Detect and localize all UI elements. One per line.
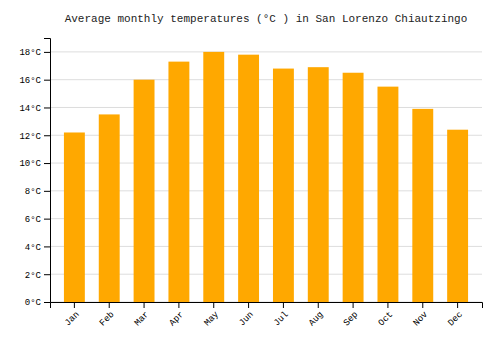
x-tick-mark xyxy=(74,302,75,308)
bar xyxy=(238,55,259,302)
y-tick-mark xyxy=(44,191,50,192)
bar xyxy=(447,130,468,302)
x-tick-mark xyxy=(109,302,110,308)
x-tick-label: Feb xyxy=(98,310,117,329)
x-tick: Nov xyxy=(411,302,430,328)
y-tick-mark xyxy=(44,80,50,81)
bar xyxy=(377,87,398,302)
y-tick-label: 0°C xyxy=(25,298,42,308)
x-tick: Mar xyxy=(133,302,152,328)
x-tick: Aug xyxy=(307,302,326,328)
x-tick-mark xyxy=(457,302,458,308)
y-tick-label: 18°C xyxy=(19,48,41,58)
y-tick-mark xyxy=(44,274,50,275)
x-tick-label: Nov xyxy=(411,309,430,328)
bar xyxy=(343,73,364,302)
y-tick-label: 12°C xyxy=(19,132,41,142)
grid-line xyxy=(50,107,482,108)
x-tick-mark xyxy=(213,302,214,308)
y-axis-line xyxy=(44,39,51,303)
y-tick: 18°C xyxy=(19,48,50,58)
bar xyxy=(412,109,433,302)
x-axis: Jan Feb Mar Apr May Jun Jul Aug Sep Oct Nov Dec xyxy=(51,302,483,328)
y-tick-label: 4°C xyxy=(25,243,42,253)
y-tick: 16°C xyxy=(19,76,50,86)
grid-line xyxy=(50,51,482,52)
x-tick: May xyxy=(202,302,221,328)
grid-line xyxy=(50,79,482,80)
plot: 0°C 2°C 4°C 6°C 8°C 10°C 12°C 14°C 16°C 18°C Jan Fe… xyxy=(19,39,482,329)
y-tick: 4°C xyxy=(25,243,50,253)
y-tick-mark xyxy=(44,302,50,303)
x-tick-mark xyxy=(387,302,388,308)
y-tick-mark xyxy=(44,246,50,247)
x-tick-label: Oct xyxy=(377,310,396,329)
y-tick: 0°C xyxy=(25,298,50,308)
x-tick: Jun xyxy=(237,302,256,328)
x-tick: Oct xyxy=(377,302,396,328)
y-tick-label: 14°C xyxy=(19,104,41,114)
chart: Average monthly temperatures (°C ) in Sa… xyxy=(0,0,500,350)
y-tick: 10°C xyxy=(19,159,50,169)
y-tick-label: 10°C xyxy=(19,159,41,169)
x-tick-mark xyxy=(283,302,284,308)
x-tick-label: Jan xyxy=(63,310,82,329)
y-tick-label: 8°C xyxy=(25,187,42,197)
x-axis-line xyxy=(51,303,483,309)
bar xyxy=(99,114,120,302)
x-tick-mark xyxy=(144,302,145,308)
x-tick: Jul xyxy=(272,302,291,328)
x-tick-label: Mar xyxy=(133,310,152,329)
x-tick-label: Apr xyxy=(168,310,187,329)
x-tick-label: Aug xyxy=(307,310,326,329)
y-tick: 8°C xyxy=(25,187,50,197)
grid xyxy=(50,52,482,302)
x-tick: Dec xyxy=(446,302,465,328)
x-tick-label: May xyxy=(202,309,221,328)
x-tick: Sep xyxy=(342,302,361,328)
y-tick: 2°C xyxy=(25,271,50,281)
y-tick-mark xyxy=(44,107,50,108)
x-tick-label: Sep xyxy=(342,310,361,329)
y-tick: 6°C xyxy=(25,215,50,225)
x-tick: Apr xyxy=(168,302,187,328)
bar xyxy=(64,132,85,302)
y-tick-label: 16°C xyxy=(19,76,41,86)
bars xyxy=(64,52,468,302)
x-tick: Jan xyxy=(63,302,82,328)
y-tick-mark xyxy=(44,163,50,164)
y-tick-mark xyxy=(44,135,50,136)
y-tick-mark xyxy=(44,219,50,220)
x-tick-mark xyxy=(318,302,319,308)
x-tick-label: Dec xyxy=(446,310,465,329)
bar xyxy=(273,69,294,302)
title: Average monthly temperatures (°C ) in Sa… xyxy=(65,13,468,25)
bar xyxy=(168,62,189,302)
y-tick: 14°C xyxy=(19,104,50,114)
y-tick-label: 6°C xyxy=(25,215,42,225)
x-tick-mark xyxy=(353,302,354,308)
y-axis: 0°C 2°C 4°C 6°C 8°C 10°C 12°C 14°C 16°C 18°C xyxy=(19,39,50,309)
bar xyxy=(134,80,155,302)
x-tick: Feb xyxy=(98,302,117,328)
bar xyxy=(308,67,329,302)
x-tick-label: Jul xyxy=(272,310,291,329)
y-tick-mark xyxy=(44,52,50,53)
y-tick-label: 2°C xyxy=(25,271,42,281)
x-tick-mark xyxy=(422,302,423,308)
x-tick-mark xyxy=(248,302,249,308)
y-tick: 12°C xyxy=(19,132,50,142)
x-tick-label: Jun xyxy=(237,310,256,329)
bar xyxy=(203,52,224,302)
x-tick-mark xyxy=(178,302,179,308)
